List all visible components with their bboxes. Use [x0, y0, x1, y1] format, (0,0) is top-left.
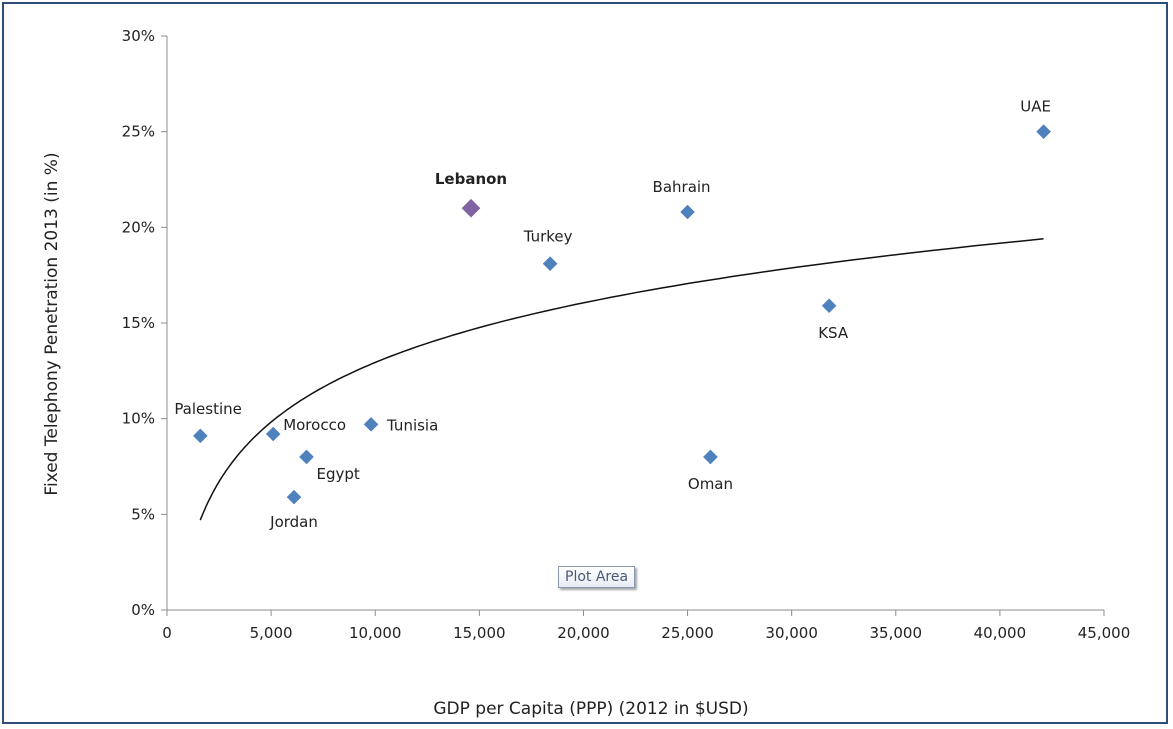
- data-point-jordan: [285, 488, 303, 506]
- data-point-ksa: [820, 297, 838, 315]
- y-tick-label: 5%: [131, 505, 155, 523]
- point-label-lebanon: Lebanon: [435, 170, 507, 188]
- y-tick-label: 25%: [122, 123, 155, 141]
- point-label-palestine: Palestine: [174, 400, 242, 418]
- x-tick-label: 40,000: [974, 624, 1027, 642]
- point-label-jordan: Jordan: [269, 513, 318, 531]
- data-point-uae: [1034, 122, 1053, 141]
- x-tick-label: 30,000: [765, 624, 818, 642]
- trendline-group: [199, 238, 1044, 521]
- data-point-oman: [701, 448, 720, 466]
- y-tick-label: 15%: [122, 314, 155, 332]
- point-labels-group: Palestine Morocco Egypt Jordan Tunisia Lebano…: [174, 98, 1051, 531]
- trendline: [199, 238, 1044, 521]
- data-point-palestine: [191, 427, 210, 445]
- data-point-egypt: [297, 448, 316, 466]
- y-tick-label: 10%: [122, 410, 155, 428]
- point-label-egypt: Egypt: [317, 465, 360, 483]
- x-tick-label: 15,000: [453, 624, 506, 642]
- y-tick-label: 30%: [122, 27, 155, 45]
- point-label-uae: UAE: [1020, 98, 1051, 116]
- data-point-morocco: [264, 425, 282, 443]
- x-axis-title: GDP per Capita (PPP) (2012 in $USD): [433, 699, 748, 719]
- x-tick-label: 5,000: [250, 624, 293, 642]
- point-label-oman: Oman: [688, 475, 733, 493]
- data-point-bahrain: [678, 203, 697, 221]
- point-label-ksa: KSA: [818, 324, 849, 342]
- x-tick-label: 10,000: [349, 624, 402, 642]
- point-label-morocco: Morocco: [283, 416, 346, 434]
- x-tick-label: 20,000: [557, 624, 610, 642]
- x-tick-label: 35,000: [870, 624, 923, 642]
- point-label-turkey: Turkey: [523, 228, 573, 246]
- y-axis-title: Fixed Telephony Penetration 2013 (in %): [42, 152, 62, 495]
- data-point-turkey: [541, 254, 559, 273]
- plot-area-tooltip: Plot Area: [558, 566, 636, 588]
- y-tick-label: 20%: [122, 218, 155, 236]
- point-label-bahrain: Bahrain: [653, 178, 711, 196]
- data-point-tunisia: [362, 415, 380, 434]
- data-point-lebanon: [460, 197, 482, 219]
- point-label-tunisia: Tunisia: [386, 416, 438, 434]
- axes: 0% 5% 10% 15% 20% 25% 30% 0 5,000 10,000 15,000 20,…: [122, 27, 1131, 642]
- x-tick-label: 25,000: [661, 624, 714, 642]
- x-tick-label: 45,000: [1078, 624, 1131, 642]
- points-group: [191, 122, 1053, 506]
- x-tick-label: 0: [162, 624, 172, 642]
- y-tick-label: 0%: [131, 601, 155, 619]
